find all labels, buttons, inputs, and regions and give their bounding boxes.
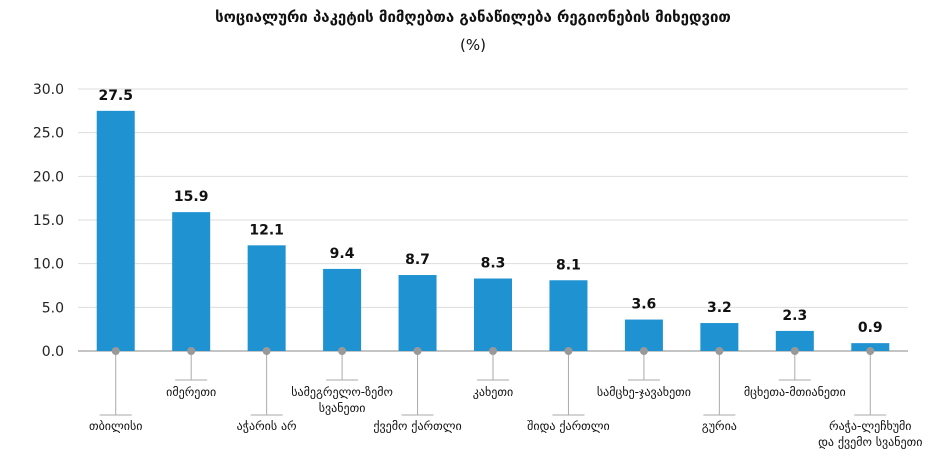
x-category-label: მცხეთა-მთიანეთი	[744, 385, 846, 399]
data-label: 27.5	[98, 88, 133, 104]
y-tick-label: 20.0	[33, 169, 64, 185]
axis-marker	[639, 347, 648, 355]
bar	[96, 110, 135, 351]
bar	[247, 245, 286, 351]
axis-marker	[866, 347, 875, 355]
axis-marker	[489, 347, 497, 355]
axis-marker	[564, 347, 573, 355]
y-tick-label: 30.0	[33, 82, 64, 98]
x-category-label: აჭარის არ	[237, 419, 297, 433]
y-tick-label: 15.0	[33, 213, 64, 229]
bar	[474, 278, 512, 351]
x-category-label: და ქვემო სვანეთი	[818, 435, 922, 449]
bar	[624, 319, 663, 351]
x-category-label: ქვემო ქართლი	[373, 419, 461, 433]
x-category-label: გურია	[702, 419, 737, 433]
axis-marker	[111, 347, 120, 355]
x-category-label: კახეთი	[473, 385, 513, 399]
x-category-label: რაჭა-ლეჩხუმი	[829, 419, 911, 433]
bar	[398, 275, 437, 351]
bar	[700, 323, 739, 351]
x-category-label: სამეგრელო-ზემო	[291, 385, 393, 399]
data-label: 15.9	[174, 189, 209, 205]
axis-marker	[790, 347, 799, 355]
x-category-label: სვანეთი	[319, 401, 366, 415]
y-tick-label: 10.0	[33, 257, 64, 273]
bar	[775, 330, 814, 351]
data-label: 0.9	[858, 320, 883, 336]
y-tick-label: 25.0	[33, 126, 64, 142]
y-tick-label: 5.0	[42, 300, 64, 316]
data-label: 2.3	[782, 308, 807, 324]
bar	[323, 268, 362, 351]
data-label: 8.7	[405, 252, 430, 268]
data-label: 9.4	[330, 246, 355, 262]
x-category-label: თბილისი	[89, 419, 143, 433]
data-label: 8.3	[481, 256, 506, 272]
axis-marker	[338, 347, 347, 355]
chart-subtitle: (%)	[460, 36, 486, 54]
x-category-label: იმერეთი	[166, 385, 216, 399]
axis-marker	[187, 347, 196, 355]
data-label: 3.6	[632, 297, 657, 313]
data-label: 8.1	[556, 257, 581, 273]
bar	[172, 212, 211, 351]
axis-marker	[413, 347, 422, 355]
axis-marker	[715, 347, 724, 355]
data-label: 12.1	[249, 222, 284, 238]
x-category-label: სამცხე-ჯავახეთი	[597, 385, 691, 399]
y-tick-label: 0.0	[42, 344, 64, 360]
data-label: 3.2	[707, 300, 732, 316]
bar	[549, 280, 588, 351]
x-category-label: შიდა ქართლი	[527, 419, 610, 433]
axis-marker	[262, 347, 271, 355]
chart-title: სოციალური პაკეტის მიმღებთა განაწილება რე…	[215, 8, 731, 26]
